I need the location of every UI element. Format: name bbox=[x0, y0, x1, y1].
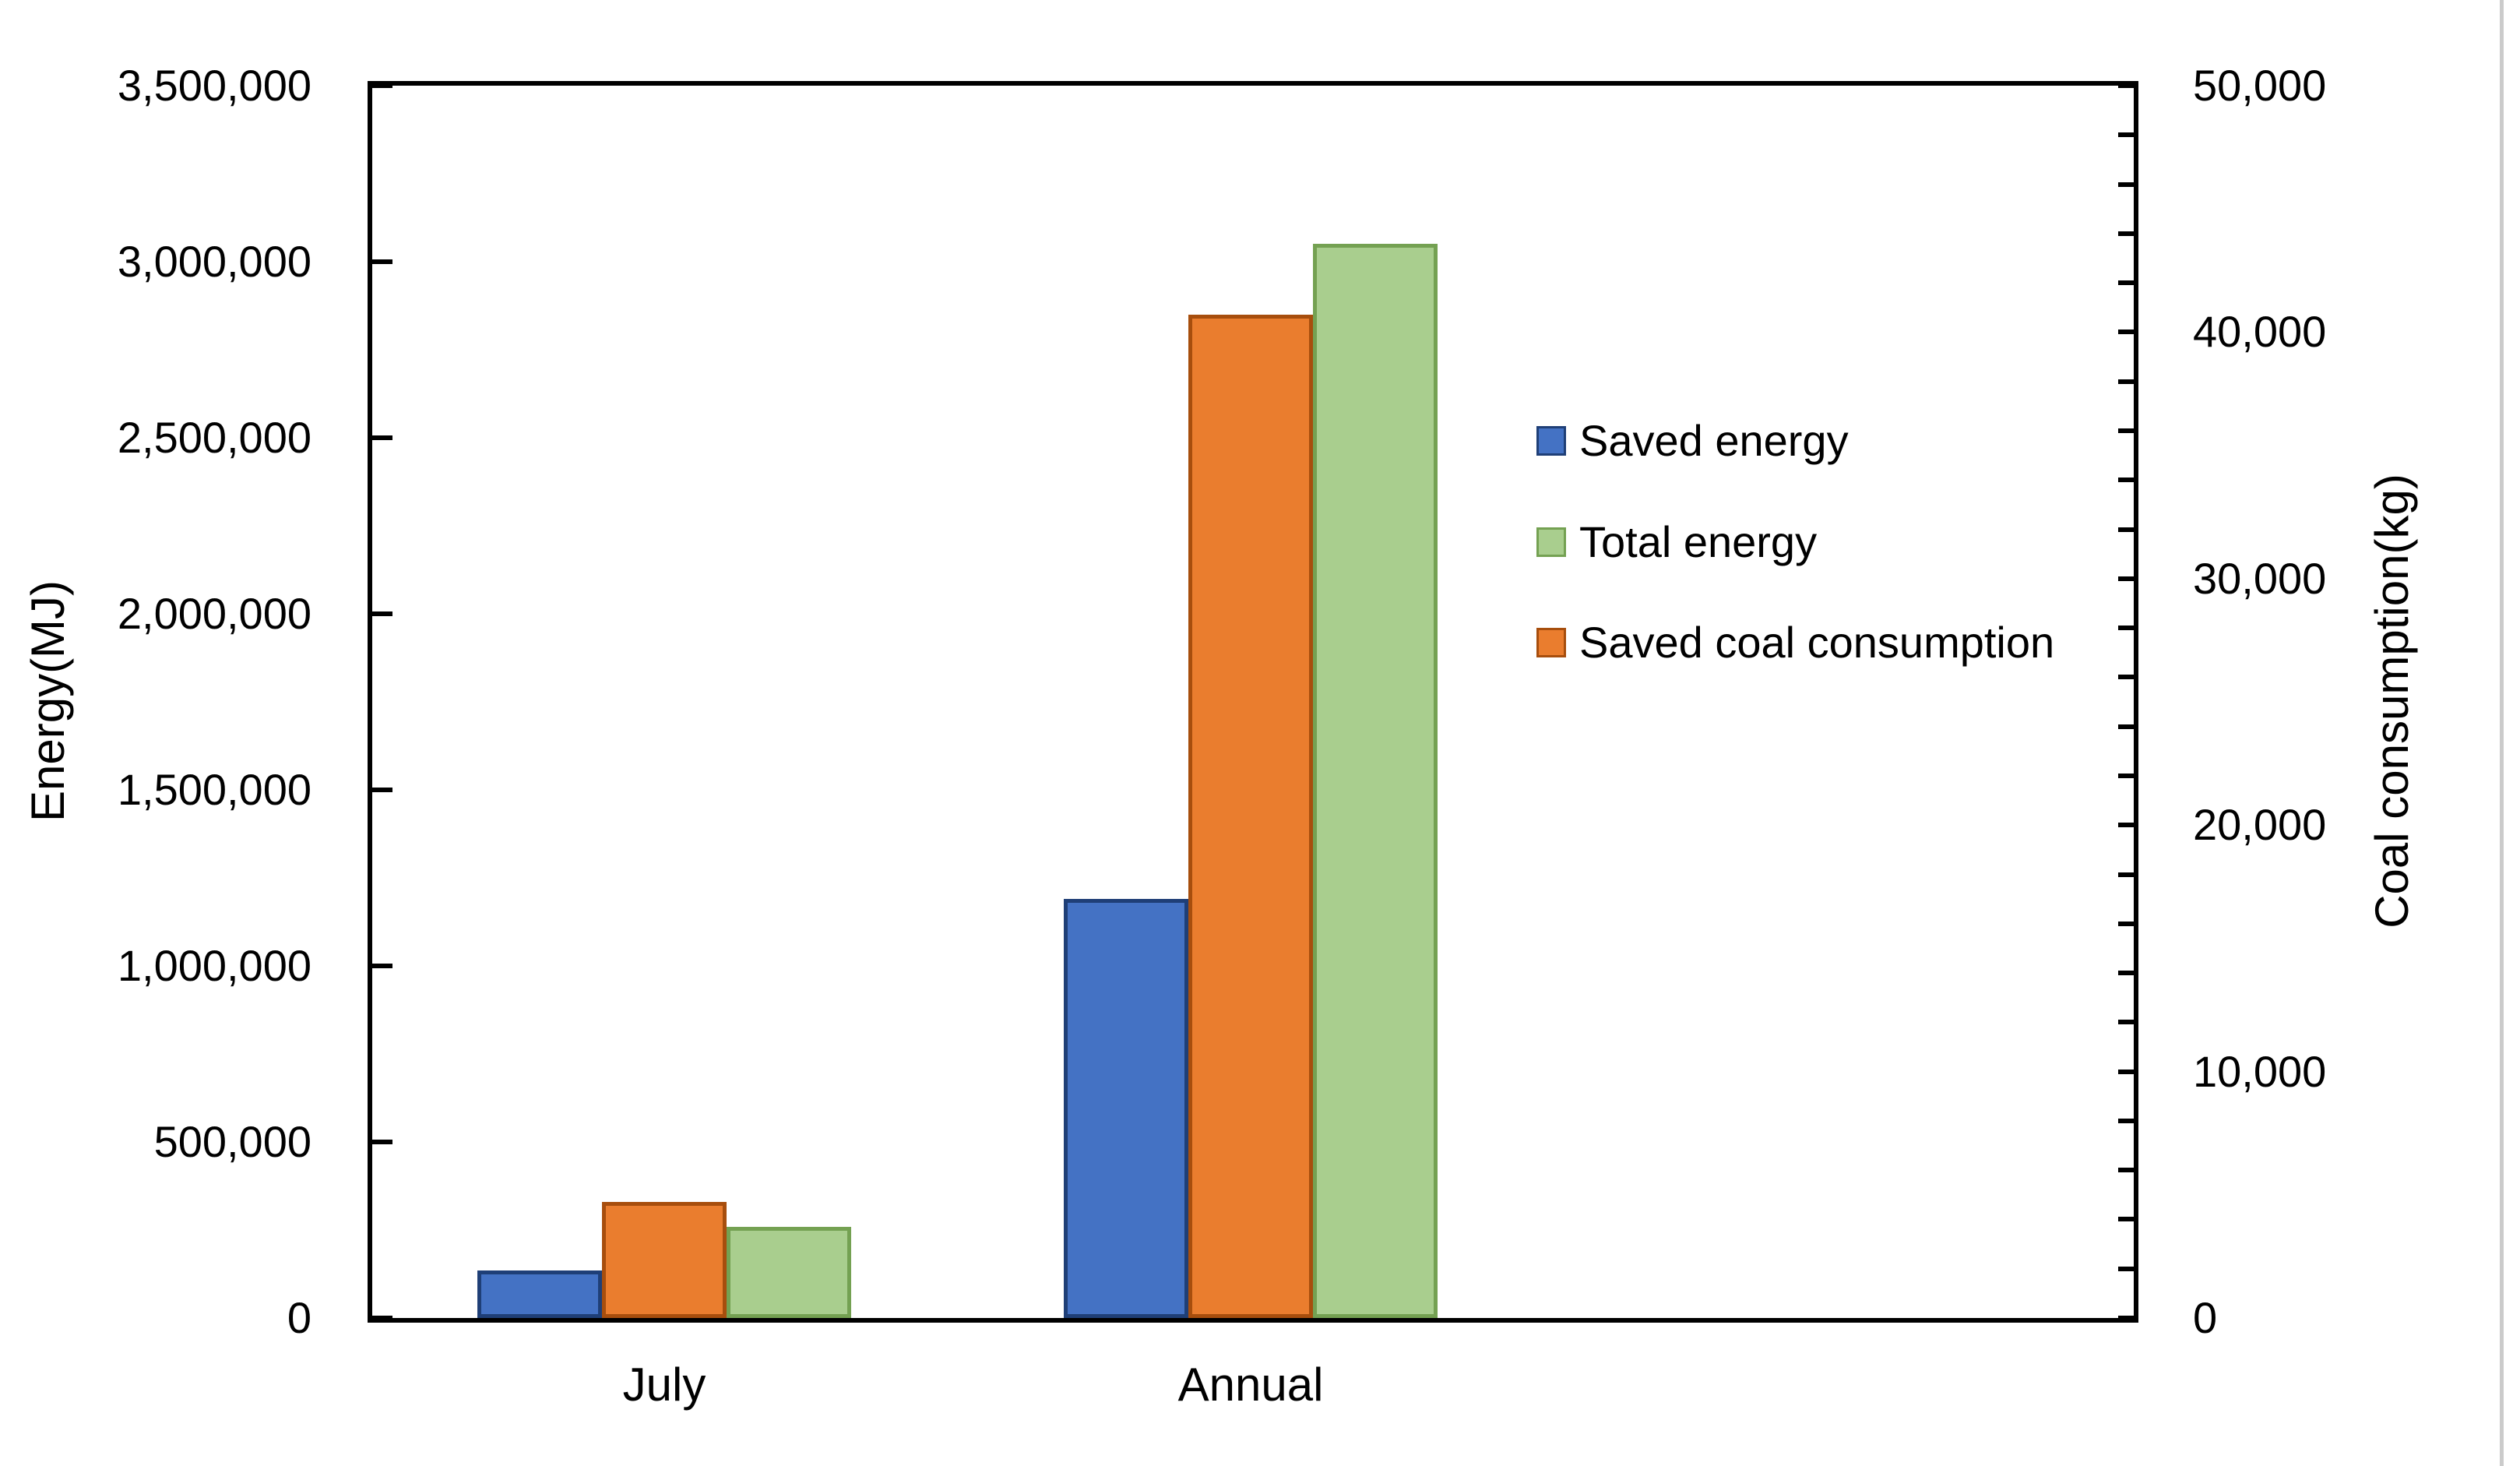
y-right-tick bbox=[2118, 773, 2134, 778]
y-right-tick-label: 30,000 bbox=[2193, 553, 2327, 603]
legend-swatch-saved-energy bbox=[1536, 426, 1566, 456]
y-right-tick-label: 40,000 bbox=[2193, 307, 2327, 357]
x-axis-label-annual: Annual bbox=[1177, 1359, 1324, 1411]
y-left-tick bbox=[372, 83, 392, 88]
legend-label: Saved energy bbox=[1579, 416, 1849, 465]
y-left-tick-label: 500,000 bbox=[153, 1117, 311, 1166]
y-right-tick bbox=[2118, 1217, 2134, 1222]
bar-annual-saved-energy bbox=[1064, 899, 1188, 1318]
legend-label: Total energy bbox=[1579, 517, 1818, 566]
y-left-tick-label: 1,000,000 bbox=[117, 941, 311, 990]
y-right-tick bbox=[2118, 83, 2134, 88]
y-right-tick bbox=[2118, 724, 2134, 729]
y-left-tick bbox=[372, 788, 392, 792]
y-right-tick bbox=[2118, 1118, 2134, 1123]
bar-july-saved-coal-consumption bbox=[602, 1202, 727, 1318]
y-right-tick bbox=[2118, 329, 2134, 335]
y-right-tick bbox=[2118, 675, 2134, 680]
y-right-tick bbox=[2118, 527, 2134, 532]
y-left-tick bbox=[372, 611, 392, 616]
bar-july-saved-energy bbox=[477, 1270, 602, 1318]
y-right-tick bbox=[2118, 181, 2134, 187]
bar-annual-total-energy bbox=[1313, 244, 1438, 1318]
y-left-tick bbox=[372, 259, 392, 264]
y-left-tick-label: 3,500,000 bbox=[117, 61, 311, 110]
y-left-tick bbox=[372, 964, 392, 968]
y-left-tick-label: 0 bbox=[287, 1293, 311, 1342]
y-right-tick-label: 20,000 bbox=[2193, 800, 2327, 850]
y-right-tick-label: 0 bbox=[2193, 1293, 2218, 1342]
y-right-tick bbox=[2118, 921, 2134, 926]
y-right-tick bbox=[2118, 1020, 2134, 1025]
y-left-tick-label: 2,500,000 bbox=[117, 413, 311, 462]
y-right-tick bbox=[2118, 1069, 2134, 1074]
y-right-tick bbox=[2118, 1168, 2134, 1173]
bar-annual-saved-coal-consumption bbox=[1188, 315, 1313, 1318]
y-right-tick bbox=[2118, 872, 2134, 877]
y-left-tick-label: 2,000,000 bbox=[117, 589, 311, 638]
legend-label: Saved coal consumption bbox=[1579, 618, 2055, 667]
y-right-tick bbox=[2118, 823, 2134, 828]
legend-swatch-saved-coal-consumption bbox=[1536, 628, 1566, 657]
plot-area bbox=[368, 81, 2138, 1323]
y-right-tick bbox=[2118, 379, 2134, 384]
y-right-tick bbox=[2118, 132, 2134, 138]
y-right-tick bbox=[2118, 478, 2134, 483]
y-right-tick-label: 50,000 bbox=[2193, 61, 2327, 110]
bar-july-total-energy bbox=[727, 1226, 851, 1318]
y-right-tick bbox=[2118, 1266, 2134, 1271]
screen-edge-line bbox=[2500, 0, 2504, 1466]
y-right-tick bbox=[2118, 428, 2134, 433]
y-right-tick bbox=[2118, 576, 2134, 581]
y-left-axis-title: Energy(MJ) bbox=[22, 580, 74, 823]
y-right-tick bbox=[2118, 1316, 2134, 1320]
y-right-tick bbox=[2118, 231, 2134, 236]
y-right-tick bbox=[2118, 280, 2134, 286]
y-left-tick bbox=[372, 1316, 392, 1320]
x-axis-label-july: July bbox=[622, 1359, 706, 1411]
y-left-tick-label: 3,000,000 bbox=[117, 237, 311, 286]
y-left-tick bbox=[372, 1140, 392, 1144]
legend-swatch-total-energy bbox=[1536, 527, 1566, 557]
y-left-tick bbox=[372, 435, 392, 440]
y-right-tick bbox=[2118, 626, 2134, 631]
y-right-tick bbox=[2118, 971, 2134, 975]
y-right-axis-title: Coal consumption(kg) bbox=[2366, 474, 2418, 929]
y-right-tick-label: 10,000 bbox=[2193, 1046, 2327, 1096]
y-left-tick-label: 1,500,000 bbox=[117, 765, 311, 814]
